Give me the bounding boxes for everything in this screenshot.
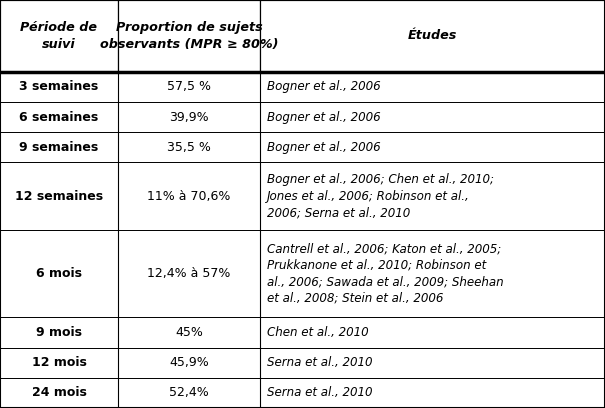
Bar <box>260 102 605 132</box>
Text: 9 semaines: 9 semaines <box>19 141 99 154</box>
Text: 12 mois: 12 mois <box>31 356 87 369</box>
Text: 45,9%: 45,9% <box>169 356 209 369</box>
Text: 39,9%: 39,9% <box>169 111 209 124</box>
Text: 35,5 %: 35,5 % <box>167 141 211 154</box>
Bar <box>0 230 118 317</box>
Text: Bogner et al., 2006: Bogner et al., 2006 <box>267 141 381 154</box>
Bar <box>118 230 260 317</box>
Bar <box>118 162 260 230</box>
Bar <box>0 348 118 378</box>
Bar <box>260 317 605 348</box>
Bar <box>260 348 605 378</box>
Text: Période de
suivi: Période de suivi <box>21 21 97 51</box>
Text: Bogner et al., 2006: Bogner et al., 2006 <box>267 80 381 93</box>
Bar <box>260 378 605 408</box>
Text: 24 mois: 24 mois <box>31 386 87 399</box>
Bar <box>118 102 260 132</box>
Text: 52,4%: 52,4% <box>169 386 209 399</box>
Bar <box>0 317 118 348</box>
Bar <box>0 102 118 132</box>
Bar <box>0 162 118 230</box>
Text: 9 mois: 9 mois <box>36 326 82 339</box>
Bar <box>118 317 260 348</box>
Text: 12,4% à 57%: 12,4% à 57% <box>148 267 231 280</box>
Text: Chen et al., 2010: Chen et al., 2010 <box>267 326 369 339</box>
Text: Bogner et al., 2006; Chen et al., 2010;
Jones et al., 2006; Robinson et al.,
200: Bogner et al., 2006; Chen et al., 2010; … <box>267 173 494 219</box>
Bar <box>118 378 260 408</box>
Text: Serna et al., 2010: Serna et al., 2010 <box>267 356 373 369</box>
Bar <box>260 72 605 102</box>
Text: 57,5 %: 57,5 % <box>167 80 211 93</box>
Text: Études: Études <box>408 29 457 42</box>
Text: Proportion de sujets
observants (MPR ≥ 80%): Proportion de sujets observants (MPR ≥ 8… <box>100 21 278 51</box>
Text: 11% à 70,6%: 11% à 70,6% <box>148 190 231 202</box>
Bar <box>118 0 260 72</box>
Text: 6 mois: 6 mois <box>36 267 82 280</box>
Text: 3 semaines: 3 semaines <box>19 80 99 93</box>
Text: 45%: 45% <box>175 326 203 339</box>
Text: Serna et al., 2010: Serna et al., 2010 <box>267 386 373 399</box>
Text: Cantrell et al., 2006; Katon et al., 2005;
Prukkanone et al., 2010; Robinson et
: Cantrell et al., 2006; Katon et al., 200… <box>267 242 504 305</box>
Bar <box>0 0 118 72</box>
Bar <box>0 378 118 408</box>
Text: 12 semaines: 12 semaines <box>15 190 103 202</box>
Text: Bogner et al., 2006: Bogner et al., 2006 <box>267 111 381 124</box>
Bar <box>260 0 605 72</box>
Bar <box>0 132 118 162</box>
Bar <box>0 72 118 102</box>
Bar <box>260 162 605 230</box>
Bar <box>260 132 605 162</box>
Text: 6 semaines: 6 semaines <box>19 111 99 124</box>
Bar <box>118 348 260 378</box>
Bar <box>260 230 605 317</box>
Bar <box>118 72 260 102</box>
Bar <box>118 132 260 162</box>
